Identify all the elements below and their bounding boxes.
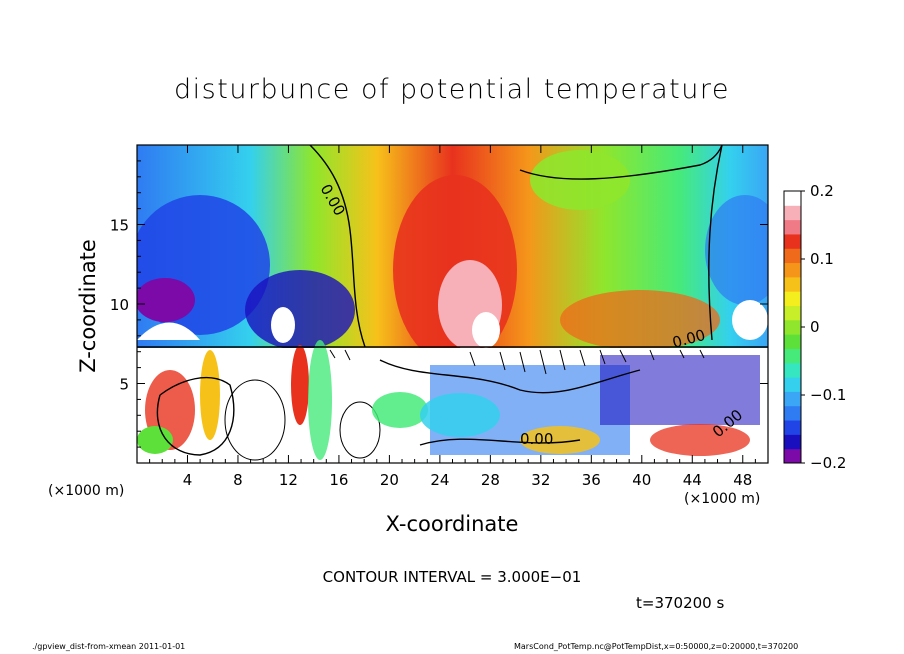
colorbar-swatch — [784, 319, 801, 335]
lower-contour-3 — [419, 438, 581, 446]
y-tick-label: 5 — [119, 376, 129, 394]
colorbar-swatch — [784, 362, 801, 378]
white-lobe-1 — [271, 307, 295, 343]
lower-white-1 — [224, 379, 286, 461]
heatmap-field — [137, 145, 768, 463]
colorbar-swatch — [784, 405, 801, 421]
x-tick-label: 40 — [632, 471, 651, 489]
white-lobe-2 — [732, 300, 768, 340]
colorbar-tick-label: 0 — [810, 318, 820, 336]
white-lobe-3 — [137, 322, 200, 340]
lower-yellow-2 — [520, 426, 600, 454]
colorbar-tick-label: 0.1 — [810, 250, 834, 268]
x-tick-label: 16 — [329, 471, 348, 489]
contour-lines — [137, 145, 768, 456]
colorbar-swatch — [784, 205, 801, 221]
x-tick-label: 28 — [481, 471, 500, 489]
colorbar-swatch — [784, 191, 801, 206]
colorbar-swatch — [784, 348, 801, 364]
x-tick-label: 44 — [683, 471, 702, 489]
colorbar — [784, 191, 801, 464]
y-axis: 5 10 15 — [110, 160, 768, 448]
colorbar-swatch — [784, 248, 801, 264]
chart-title: disturbunce of potential temperature — [174, 74, 730, 105]
warm-band-right — [560, 290, 720, 350]
lower-white-2 — [339, 401, 381, 459]
x-tick-label: 24 — [430, 471, 449, 489]
zero-contour-top — [519, 145, 723, 180]
lower-red-2 — [291, 345, 309, 425]
warm-peak — [472, 312, 500, 348]
colorbar-swatch — [784, 233, 801, 249]
cool-right — [705, 195, 768, 305]
colorbar-swatch — [784, 434, 801, 450]
x-tick-label: 32 — [531, 471, 550, 489]
cold-cell-mid — [245, 270, 355, 350]
x-axis-label: X-coordinate — [385, 512, 519, 536]
x-tick-label: 48 — [733, 471, 752, 489]
colorbar-swatch — [784, 420, 801, 435]
x-tick-label: 4 — [183, 471, 193, 489]
footer-script-label: ./gpview_dist-from-xmean 2011-01-01 — [32, 642, 186, 651]
lower-red-3 — [650, 424, 750, 456]
colorbar-ticks: 0.2 0.1 0 −0.1 −0.2 — [801, 182, 846, 472]
lower-indigo — [600, 355, 760, 425]
colorbar-swatch — [784, 262, 801, 278]
lower-contour-1 — [156, 377, 235, 456]
x-tick-label: 36 — [582, 471, 601, 489]
colorbar-swatch — [784, 305, 801, 321]
colorbar-swatch — [784, 219, 801, 235]
x-unit-label-left: (×1000 m) — [48, 483, 125, 499]
colorbar-swatch — [784, 391, 801, 407]
lower-green-1 — [308, 340, 332, 460]
x-tick-label: 12 — [279, 471, 298, 489]
footer-file-label: MarsCond_PotTemp.nc@PotTempDist,x=0:5000… — [514, 642, 799, 651]
contour-interval-text: CONTOUR INTERVAL = 3.000E−01 — [322, 568, 582, 586]
time-label: t=370200 s — [636, 594, 725, 612]
lower-cyan — [420, 393, 500, 437]
green-cap — [530, 150, 630, 210]
colorbar-frame — [783, 190, 802, 464]
colorbar-swatch — [784, 448, 801, 464]
zero-contour-right — [708, 145, 723, 341]
lower-contour-2 — [379, 359, 641, 394]
colorbar-tick-label: 0.2 — [810, 182, 834, 200]
y-axis-label: Z-coordinate — [76, 239, 100, 373]
lower-green-2 — [372, 392, 428, 428]
y-tick-label: 15 — [110, 217, 129, 235]
colorbar-tick-label: −0.2 — [810, 454, 846, 472]
colorbar-swatch — [784, 334, 801, 349]
colorbar-swatch — [784, 377, 801, 392]
x-tick-label: 8 — [233, 471, 243, 489]
y-tick-label: 10 — [110, 296, 129, 314]
contour-label-3: 0.00 — [520, 430, 553, 448]
colorbar-swatch — [784, 291, 801, 307]
x-axis: 4 8 12 16 20 24 28 32 36 40 44 48 — [149, 145, 756, 489]
colorbar-tick-label: −0.1 — [810, 386, 846, 404]
lower-yellow-1 — [200, 350, 220, 440]
colorbar-swatch — [784, 276, 801, 292]
contour-clutter — [329, 349, 705, 375]
x-tick-label: 20 — [380, 471, 399, 489]
zero-contour-left — [309, 145, 366, 348]
x-unit-label-right: (×1000 m) — [684, 491, 761, 507]
lower-green-3 — [137, 426, 173, 454]
cold-core-left — [137, 278, 195, 322]
